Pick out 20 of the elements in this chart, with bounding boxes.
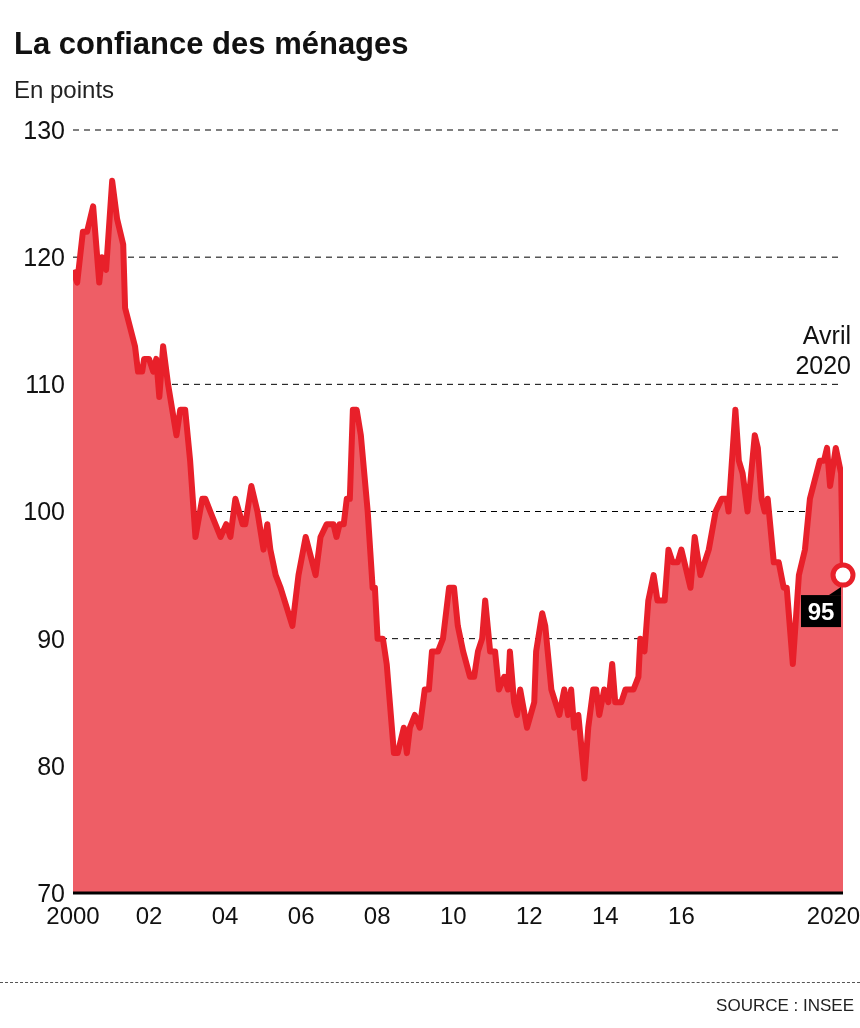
x-tick-label: 02 <box>135 902 163 930</box>
x-tick-label: 08 <box>363 902 391 930</box>
y-tick-label: 80 <box>37 751 65 780</box>
chart-title: La confiance des ménages <box>14 26 409 62</box>
x-tick-label: 06 <box>287 902 315 930</box>
y-tick-label: 90 <box>37 624 65 653</box>
y-tick-label: 100 <box>23 497 65 526</box>
y-tick-label: 110 <box>25 370 65 399</box>
source-note: SOURCE : INSEE <box>716 996 854 1016</box>
data-label: 95 <box>807 598 835 626</box>
x-tick-label: 04 <box>211 902 239 930</box>
y-tick-label: 130 <box>23 115 65 144</box>
x-tick-label: 14 <box>591 902 619 930</box>
x-tick-label: 2020 <box>806 902 860 930</box>
y-tick-label: 120 <box>23 243 65 272</box>
chart-subtitle: En points <box>14 76 115 104</box>
x-tick-label: 16 <box>668 902 695 930</box>
x-tick-label: 10 <box>439 902 467 930</box>
x-tick-label: 12 <box>515 902 543 930</box>
annotation: Avril 2020 <box>794 320 851 380</box>
